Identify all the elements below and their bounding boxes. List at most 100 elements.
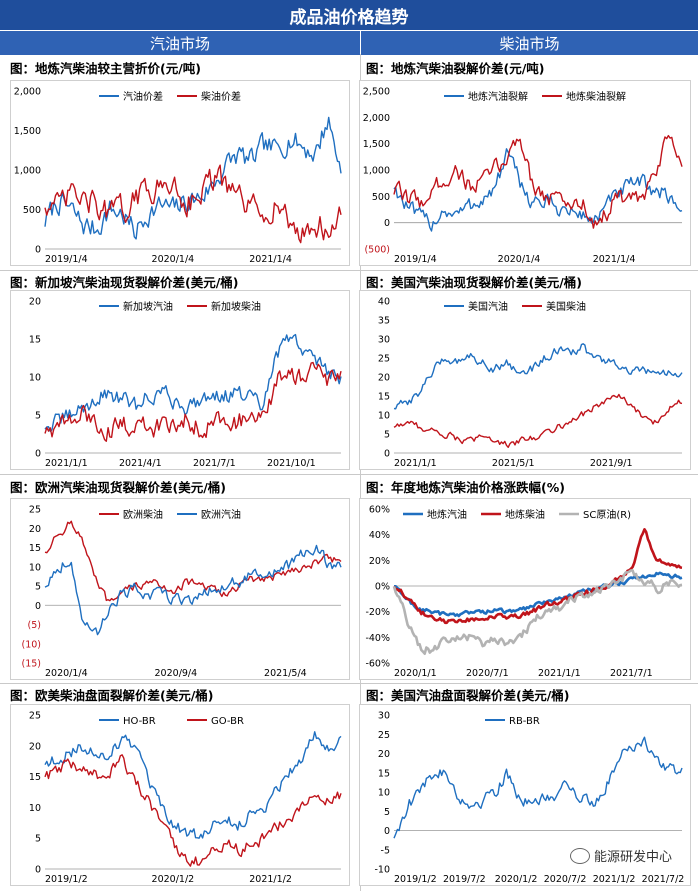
- x-tick-label: 2021/5/1: [492, 458, 535, 469]
- y-tick-label: (10): [21, 639, 41, 650]
- legend-label: 新加坡汽油: [123, 300, 173, 313]
- y-tick-label: -10: [374, 865, 390, 876]
- series-line: [394, 571, 683, 618]
- y-tick-label: 2,000: [363, 113, 390, 124]
- series-line: [44, 544, 342, 636]
- legend-item: SC原油(R): [559, 508, 631, 521]
- y-tick-label: 60%: [369, 505, 390, 516]
- legend-label: 欧洲柴油: [123, 508, 163, 521]
- series-line: [44, 116, 342, 240]
- series-line: [44, 361, 342, 443]
- chart-title: 图：地炼汽柴油裂解价差(元/吨): [366, 61, 545, 76]
- y-tick-label: 10: [378, 411, 390, 422]
- chart-svg: -10 -5 0 5 10 15 20 25 30 2019/1/2 2019/7/2 2020/1/…: [374, 711, 685, 886]
- series-line: [393, 148, 683, 232]
- y-tick-label: 15: [378, 768, 390, 779]
- x-tick-label: 2021/1/1: [45, 458, 88, 469]
- legend-item: 新加坡汽油: [99, 300, 173, 313]
- y-tick-label: 0: [35, 449, 41, 460]
- x-tick-label: 2021/1/2: [249, 874, 292, 885]
- legend-label: 地炼汽油裂解: [468, 90, 528, 103]
- x-tick-label: 2020/9/4: [155, 668, 198, 679]
- x-tick-label: 2021/1/1: [538, 668, 581, 679]
- legend-label: 新加坡柴油: [211, 300, 261, 313]
- x-tick-label: 2021/5/4: [264, 668, 307, 679]
- y-tick-label: 0: [35, 245, 41, 256]
- chart-svg: (15) (10) (5) 0 5 10 15 20 25 2020/1/4 2020/9/4 202…: [21, 505, 342, 679]
- y-tick-label: 20: [378, 373, 390, 384]
- y-tick-label: (5): [28, 620, 41, 631]
- chart-svg: (500) 0 500 1,000 1,500 2,000 2,500 2019/1/4 202…: [363, 87, 683, 265]
- legend-item: 地炼汽油: [403, 508, 467, 521]
- x-tick-label: 2019/1/4: [394, 254, 437, 265]
- y-tick-label: 0: [384, 449, 390, 460]
- series-line: [392, 527, 683, 625]
- y-tick-label: 10: [378, 788, 390, 799]
- y-tick-label: 20: [29, 524, 41, 535]
- series-line: [44, 754, 342, 867]
- y-tick-label: 20%: [369, 556, 390, 567]
- y-tick-label: 15: [378, 392, 390, 403]
- y-tick-label: 25: [29, 505, 41, 516]
- chart-c8: -10 -5 0 5 10 15 20 25 30 2019/1/2 2019/7/2 2020/1/…: [359, 704, 691, 886]
- y-tick-label: 40%: [369, 530, 390, 541]
- page-title-text: 成品油价格趋势: [289, 7, 409, 28]
- y-tick-label: 40: [378, 297, 390, 308]
- y-tick-label: 1,000: [363, 166, 390, 177]
- y-tick-label: 5: [384, 430, 390, 441]
- y-tick-label: -40%: [365, 633, 390, 644]
- x-tick-label: 2021/1/4: [593, 254, 636, 265]
- chart-title: 图：美国汽柴油现货裂解价差(美元/桶): [366, 275, 582, 290]
- legend-label: 欧洲汽油: [201, 508, 241, 521]
- chart-title: 图：年度地炼汽柴油价格涨跌幅(%): [366, 480, 565, 495]
- series-line: [44, 731, 342, 839]
- y-tick-label: 30: [378, 335, 390, 346]
- chart-c1: 0 500 1,000 1,500 2,000 2019/1/4 2020/1/4 2021/…: [10, 80, 350, 266]
- y-tick-label: 5: [35, 834, 41, 845]
- chart-c4: 0 5 10 15 20 25 30 35 40 2021/1/1 2021/5/1 2021/9/1…: [359, 290, 691, 470]
- y-tick-label: 0: [35, 601, 41, 612]
- x-tick-label: 2021/1/4: [249, 254, 292, 265]
- x-tick-label: 2020/1/1: [394, 668, 437, 679]
- y-tick-label: 25: [378, 354, 390, 365]
- y-tick-label: 1,500: [14, 126, 41, 137]
- legend-item: 美国汽油: [444, 300, 508, 313]
- y-tick-label: 500: [23, 205, 41, 216]
- y-tick-label: 20: [29, 297, 41, 308]
- legend-label: 汽油价差: [123, 90, 163, 103]
- chart-c7: 0 5 10 15 20 25 2019/1/2 2020/1/2 2021/1/2 HO-BR G…: [10, 704, 350, 886]
- legend-item: 地炼柴油: [481, 508, 545, 521]
- x-tick-label: 2021/1/2: [593, 874, 636, 885]
- legend-item: 地炼柴油裂解: [542, 90, 626, 103]
- y-tick-label: (500): [364, 245, 390, 256]
- watermark: 能源研发中心: [569, 846, 672, 865]
- x-tick-label: 2021/10/1: [267, 458, 316, 469]
- x-tick-label: 2021/7/2: [642, 874, 685, 885]
- legend-item: 欧洲柴油: [99, 508, 163, 521]
- gasoline-market-label: 汽油市场: [149, 34, 210, 53]
- series-line: [44, 520, 342, 602]
- x-tick-label: 2021/7/1: [610, 668, 653, 679]
- legend-label: 地炼柴油: [505, 508, 545, 521]
- series-line: [393, 393, 683, 449]
- watermark-text: 能源研发中心: [593, 850, 672, 865]
- legend-item: HO-BR: [99, 716, 156, 727]
- chart-title: 图：地炼汽柴油较主营折价(元/吨): [10, 61, 201, 76]
- y-tick-label: 15: [29, 335, 41, 346]
- y-tick-label: 0%: [375, 582, 390, 593]
- series-line: [44, 333, 342, 433]
- series-line: [393, 134, 683, 229]
- legend-item: 美国柴油: [522, 300, 586, 313]
- chart-svg: 0 500 1,000 1,500 2,000 2019/1/4 2020/1/4 2021/…: [14, 87, 342, 265]
- x-tick-label: 2019/1/4: [45, 254, 88, 265]
- y-tick-label: 500: [372, 192, 390, 203]
- y-tick-label: 15: [29, 543, 41, 554]
- y-tick-label: 25: [378, 730, 390, 741]
- chart-title: 图：欧美柴油盘面裂解价差(美元/桶): [10, 688, 214, 703]
- y-tick-label: (15): [21, 659, 41, 670]
- series-line: [392, 569, 683, 655]
- y-tick-label: 35: [378, 316, 390, 327]
- y-tick-label: 25: [29, 711, 41, 722]
- y-tick-label: 0: [35, 865, 41, 876]
- legend-item: 柴油价差: [177, 90, 241, 103]
